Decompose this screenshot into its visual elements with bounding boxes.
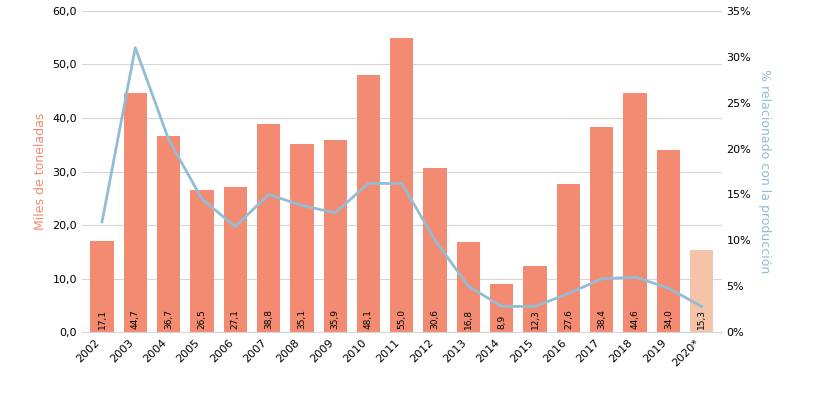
Y-axis label: % relacionado con la producción: % relacionado con la producción: [757, 69, 770, 274]
Text: 30,6: 30,6: [430, 309, 439, 329]
Bar: [290, 144, 313, 332]
Text: 35,9: 35,9: [330, 309, 339, 329]
Text: 55,0: 55,0: [397, 309, 405, 329]
Bar: [423, 168, 446, 332]
Text: 34,0: 34,0: [663, 309, 672, 329]
Text: 38,4: 38,4: [596, 309, 605, 329]
Bar: [556, 184, 579, 332]
Bar: [523, 266, 546, 332]
Bar: [590, 126, 613, 332]
Bar: [124, 93, 147, 332]
Text: 27,1: 27,1: [230, 309, 239, 329]
Bar: [390, 38, 413, 332]
Text: 26,5: 26,5: [197, 309, 206, 329]
Text: 48,1: 48,1: [364, 309, 373, 329]
Text: 44,7: 44,7: [131, 310, 139, 329]
Bar: [456, 242, 479, 332]
Bar: [324, 140, 346, 332]
Text: 8,9: 8,9: [496, 315, 505, 329]
Text: 44,6: 44,6: [630, 310, 639, 329]
Text: 16,8: 16,8: [464, 309, 473, 329]
Text: 12,3: 12,3: [530, 309, 539, 329]
Bar: [689, 250, 713, 332]
Bar: [190, 190, 213, 332]
Bar: [656, 150, 679, 332]
Text: 17,1: 17,1: [97, 309, 106, 329]
Bar: [622, 94, 646, 332]
Text: 15,3: 15,3: [696, 309, 705, 329]
Bar: [156, 136, 180, 332]
Bar: [90, 241, 114, 332]
Y-axis label: Miles de toneladas: Miles de toneladas: [34, 113, 47, 230]
Bar: [224, 187, 247, 332]
Text: 27,6: 27,6: [563, 309, 572, 329]
Bar: [356, 75, 380, 332]
Text: 35,1: 35,1: [297, 309, 306, 329]
Text: 38,8: 38,8: [264, 309, 273, 329]
Bar: [490, 284, 513, 332]
Text: 36,7: 36,7: [164, 309, 173, 329]
Bar: [256, 124, 280, 332]
